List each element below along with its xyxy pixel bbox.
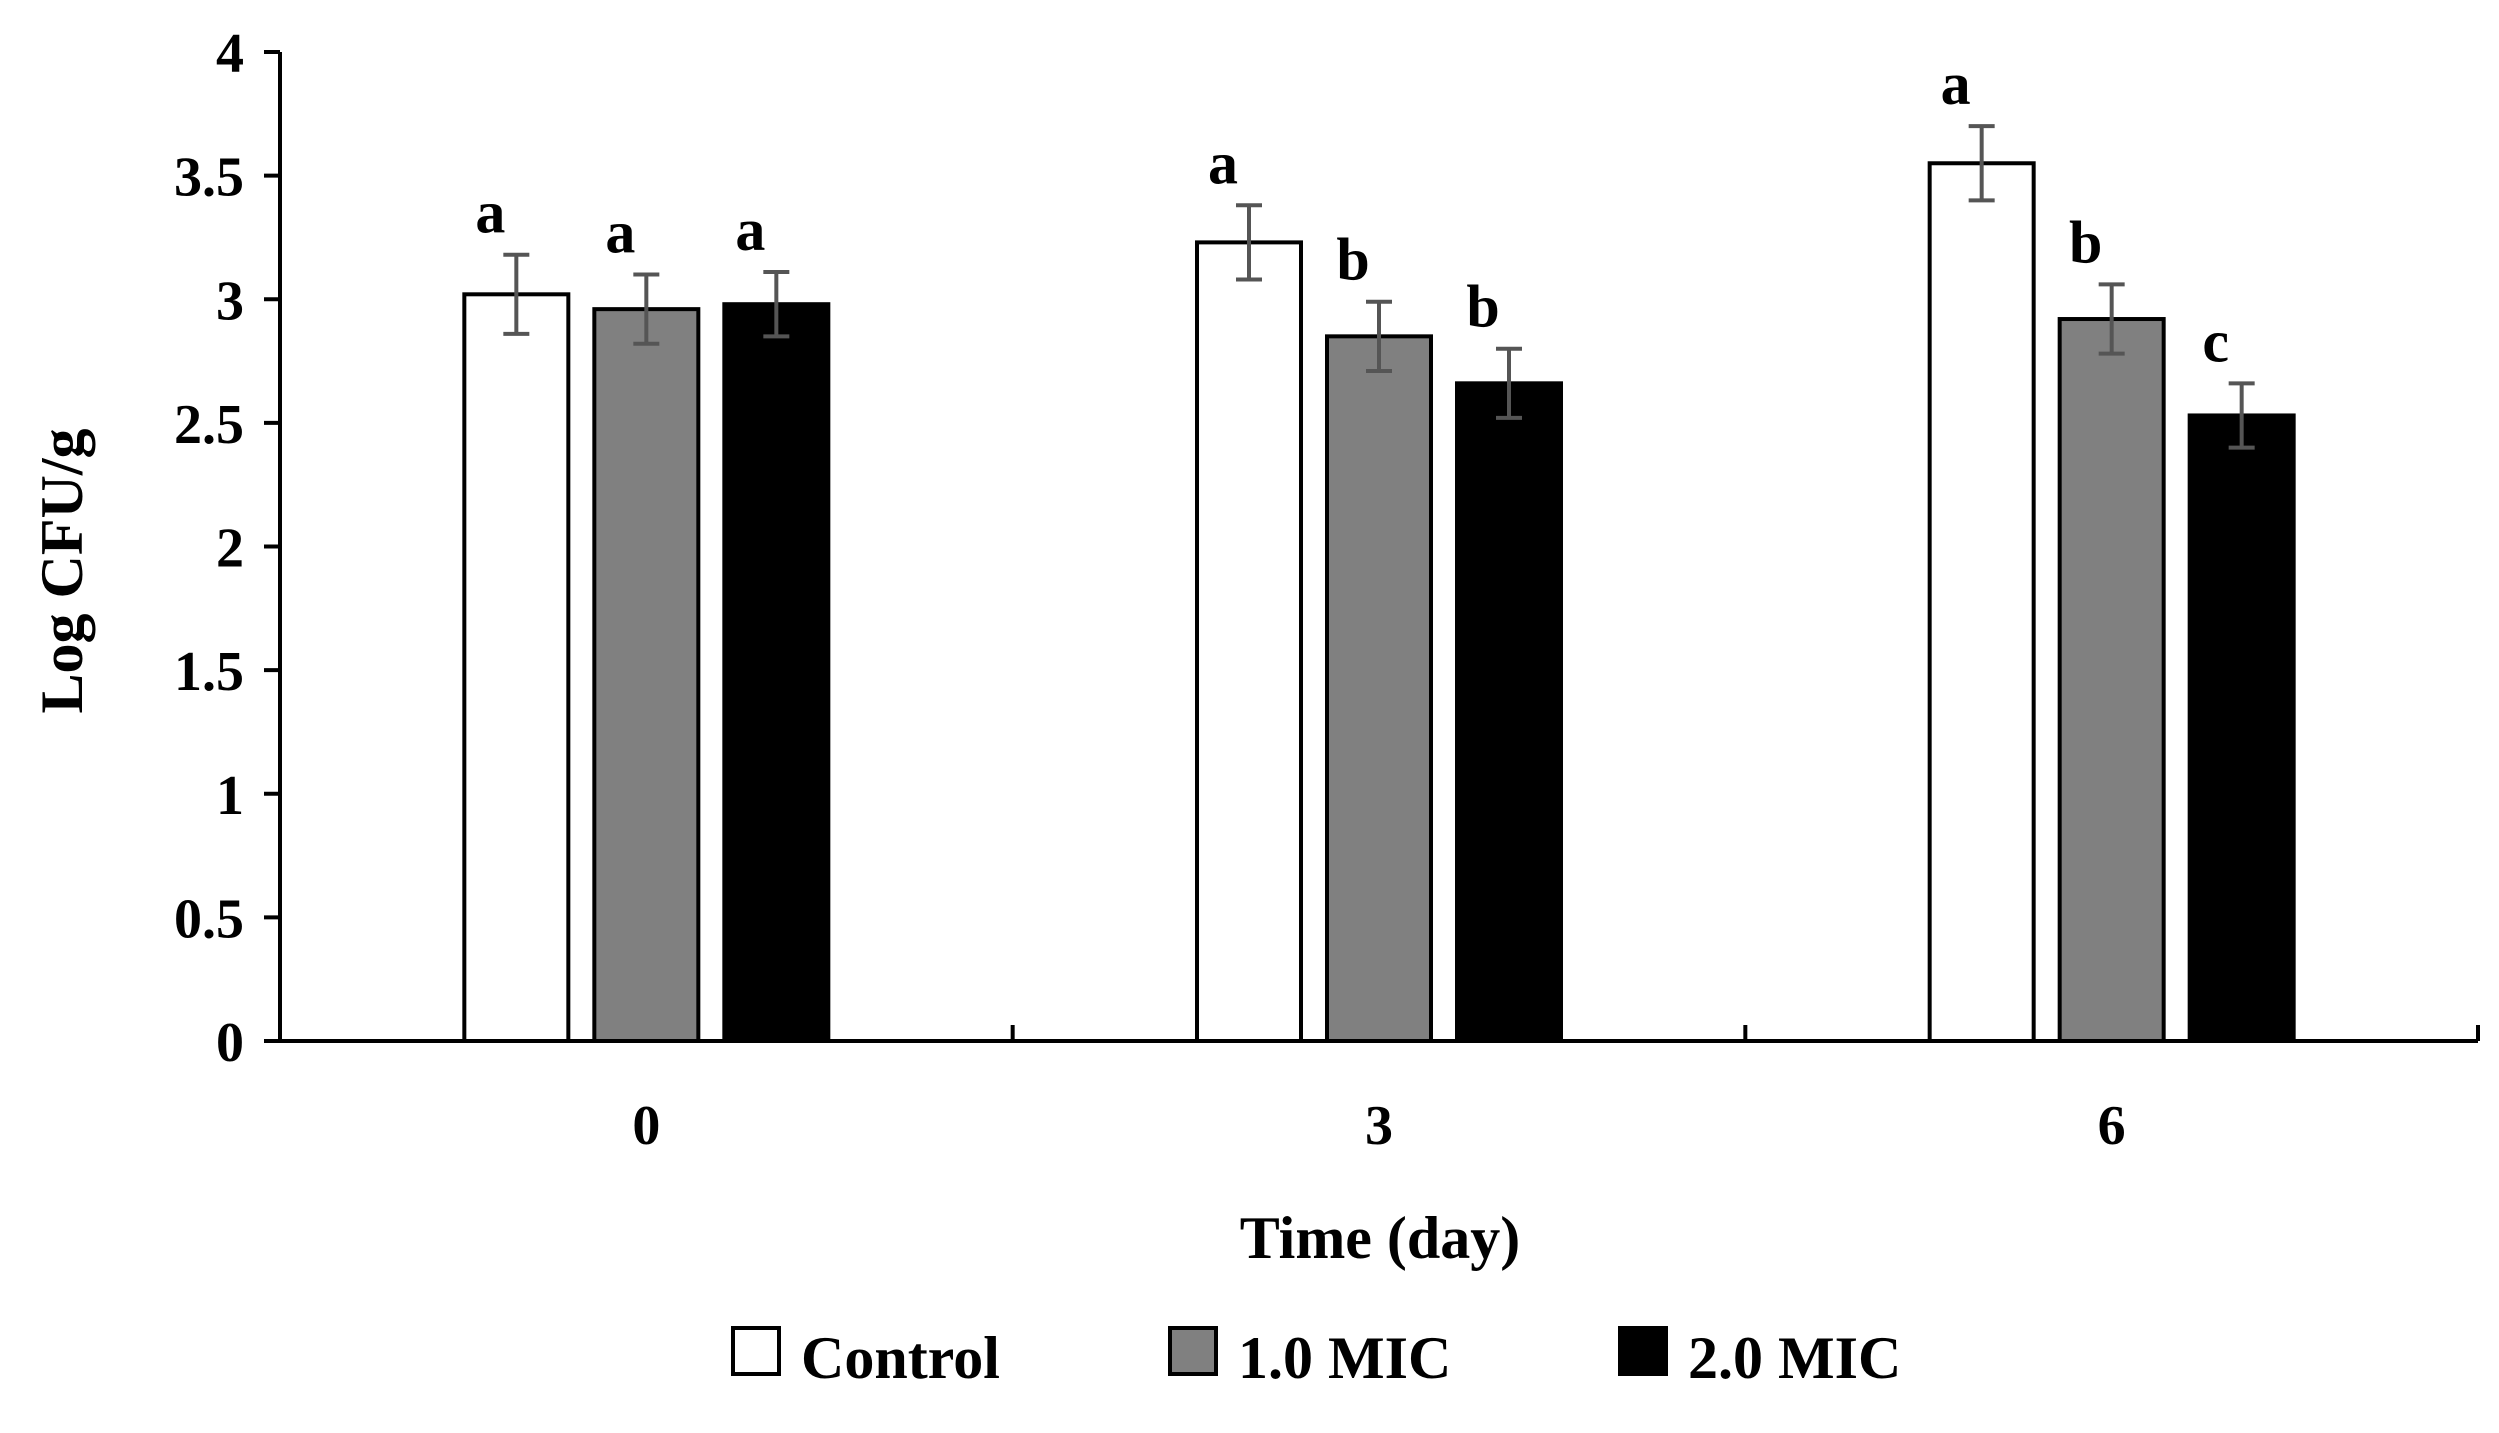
significance-letter: c: [2202, 308, 2229, 374]
bar-2-0-mic-day-3: [1455, 381, 1563, 1043]
y-tick-label: 0: [216, 1012, 244, 1074]
x-tick-label: 6: [2098, 1095, 2126, 1157]
legend-swatch-control: [731, 1326, 781, 1376]
significance-letter: a: [1941, 51, 1971, 117]
y-tick-label: 4: [216, 23, 244, 85]
y-tick-label: 2: [216, 518, 244, 580]
x-axis-title: Time (day): [1240, 1205, 1521, 1271]
bar-1-0-mic-day-6: [2057, 317, 2166, 1043]
significance-letter: a: [735, 197, 765, 263]
plot-area: 0 0.5 1 1.5 2 2.5 3 3.5 4 0 3 6 a a a a b b a b c: [174, 23, 2480, 1157]
legend-swatch-2-0-mic: [1618, 1326, 1668, 1376]
y-tick-label: 2.5: [174, 394, 244, 456]
significance-letter: b: [1336, 227, 1369, 293]
x-tick-label: 3: [1365, 1095, 1393, 1157]
legend-swatch-1-0-mic: [1168, 1326, 1218, 1376]
significance-letter: a: [475, 180, 505, 246]
significance-letter: b: [2069, 209, 2102, 275]
x-tick-label: 0: [632, 1095, 660, 1157]
significance-letter: a: [1208, 130, 1238, 196]
legend-label-1-0-mic: 1.0 MIC: [1238, 1325, 1451, 1391]
y-tick-label: 3: [216, 270, 244, 332]
bar-control-day-3: [1195, 240, 1303, 1043]
legend: Control 1.0 MIC 2.0 MIC: [731, 1325, 1901, 1391]
legend-label-2-0-mic: 2.0 MIC: [1688, 1325, 1901, 1391]
legend-label-control: Control: [801, 1325, 1000, 1391]
y-tick-label: 0.5: [174, 888, 244, 950]
bar-control-day-6: [1927, 161, 2036, 1043]
bar-1-0-mic-day-3: [1325, 334, 1433, 1043]
y-axis-title: Log CFU/g: [29, 429, 95, 714]
significance-letter: a: [605, 200, 635, 266]
bar-2-0-mic-day-6: [2187, 413, 2296, 1043]
bar-2-0-mic-day-0: [722, 302, 831, 1043]
significance-letter: b: [1466, 274, 1499, 340]
y-tick-label: 1: [216, 765, 244, 827]
y-tick-label: 3.5: [174, 147, 244, 209]
y-tick-label: 1.5: [174, 641, 244, 703]
bar-control-day-0: [462, 292, 571, 1043]
bar-1-0-mic-day-0: [592, 307, 701, 1043]
